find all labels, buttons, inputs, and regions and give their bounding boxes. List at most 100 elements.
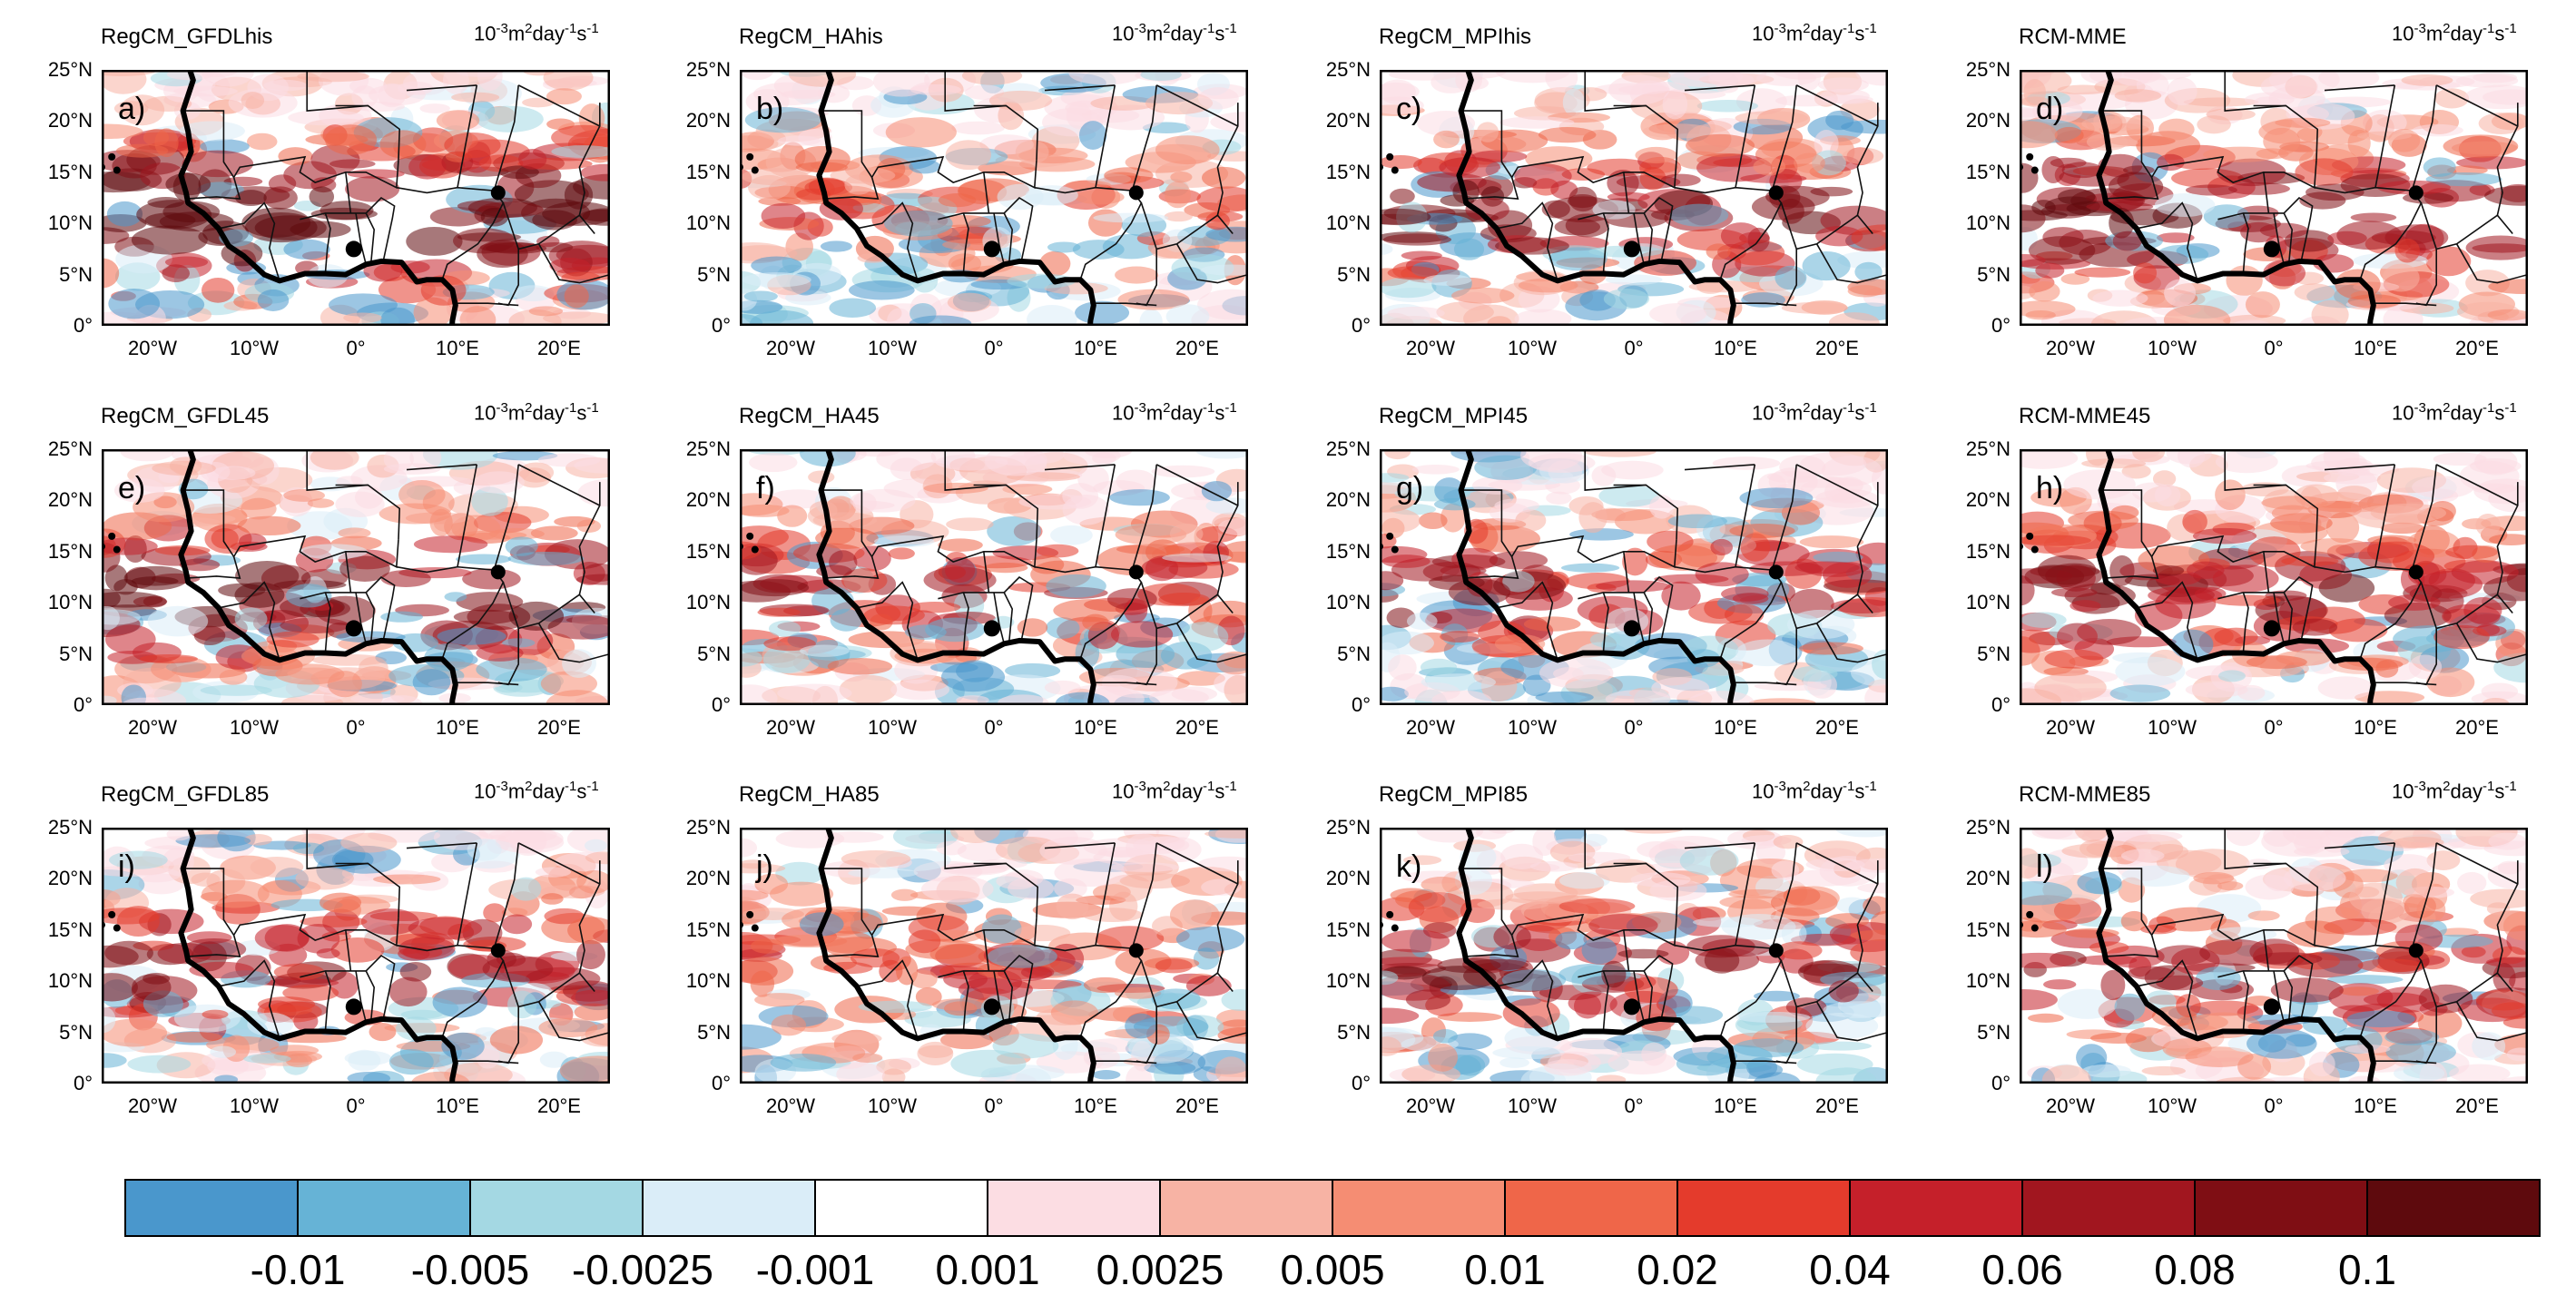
- field-blob: [432, 986, 488, 1018]
- country-border: [345, 929, 352, 971]
- field-blob: [1214, 1056, 1248, 1084]
- lat-tick-label: 15°N: [47, 917, 93, 941]
- country-border: [396, 565, 505, 660]
- island-marker: [2026, 532, 2034, 540]
- unit-part-e4: -1: [1864, 779, 1877, 794]
- country-border: [1044, 464, 1116, 471]
- field-blob: [1819, 88, 1870, 104]
- field-blob: [1802, 250, 1851, 281]
- field-blob: [501, 908, 528, 917]
- lat-tick-label: 25°N: [1325, 58, 1371, 81]
- field-blob: [422, 449, 498, 470]
- field-blob: [538, 1017, 598, 1038]
- field-blob: [1568, 991, 1617, 1016]
- field-blob: [173, 85, 238, 97]
- country-border: [1633, 970, 1645, 1023]
- unit-part-s: s: [1214, 401, 1225, 425]
- field-blob: [2502, 911, 2528, 941]
- country-border: [821, 868, 873, 936]
- unit-part-e1: -3: [1134, 779, 1146, 794]
- field-blob: [1500, 843, 1543, 869]
- field-blob: [380, 611, 423, 623]
- field-blob: [1380, 508, 1421, 533]
- lon-tick-label: 0°: [984, 1094, 1004, 1117]
- country-border: [2420, 202, 2513, 250]
- country-border: [1095, 464, 1116, 567]
- field-blob: [1204, 829, 1248, 839]
- island-marker: [1386, 910, 1394, 918]
- country-border: [1730, 682, 1797, 686]
- field-blob: [1380, 277, 1437, 299]
- lon-tick-label: 20°E: [1175, 337, 1219, 359]
- field-blob: [2057, 189, 2096, 205]
- country-border: [856, 201, 919, 281]
- country-border: [1510, 155, 1677, 189]
- field-blob: [1451, 287, 1515, 304]
- field-blob: [2394, 924, 2443, 953]
- field-blob: [436, 110, 480, 132]
- country-border: [1155, 84, 1239, 127]
- lat-tick-label: 15°N: [47, 160, 93, 183]
- country-border: [355, 592, 367, 644]
- unit-part-m: m: [2425, 22, 2443, 45]
- country-border: [232, 155, 399, 189]
- country-border: [185, 177, 241, 200]
- lat-tick-label: 15°N: [1325, 917, 1371, 941]
- field-blob: [380, 570, 431, 588]
- field-blob: [1431, 71, 1471, 93]
- field-blob: [166, 828, 192, 841]
- country-border: [1623, 551, 1630, 593]
- country-border: [2136, 959, 2198, 1039]
- field-blob: [200, 139, 250, 154]
- field-blob: [505, 536, 538, 556]
- field-blob: [742, 272, 811, 288]
- field-blob: [270, 1045, 320, 1056]
- field-blob: [2141, 1065, 2187, 1076]
- country-border: [983, 172, 990, 213]
- field-blob: [2061, 162, 2103, 179]
- field-blob: [876, 449, 937, 472]
- country-border: [1463, 556, 1519, 579]
- field-blob: [947, 292, 992, 312]
- field-blob: [1216, 651, 1248, 675]
- field-blob: [237, 515, 301, 536]
- field-blob: [1382, 233, 1452, 246]
- field-blob: [2020, 254, 2046, 268]
- field-blob: [1092, 1070, 1121, 1080]
- field-blob: [1380, 571, 1404, 591]
- field-blob: [328, 293, 398, 317]
- field-blob: [1847, 285, 1883, 298]
- field-blob: [2185, 682, 2248, 698]
- field-blob: [219, 669, 248, 685]
- field-blob: [1814, 130, 1839, 158]
- field-blob: [1773, 835, 1804, 849]
- country-border: [345, 551, 352, 593]
- field-blob: [1178, 622, 1229, 652]
- field-blob: [1850, 939, 1888, 966]
- unit-part-e2: 2: [525, 400, 533, 416]
- country-border: [1131, 842, 1157, 949]
- field-blob: [1110, 621, 1174, 648]
- country-border: [365, 592, 376, 643]
- lon-tick-label: 10°W: [867, 1094, 918, 1117]
- lat-tick-label: 5°N: [1977, 1020, 2011, 1044]
- field-blob: [243, 1054, 291, 1064]
- field-blob: [1196, 186, 1248, 212]
- country-border: [1460, 868, 1513, 936]
- field-blob: [297, 71, 369, 83]
- field-blob: [1667, 70, 1744, 88]
- field-blob: [2326, 975, 2404, 985]
- field-blob: [285, 1053, 313, 1068]
- lat-tick-label: 15°N: [685, 917, 731, 941]
- field-blob: [925, 617, 986, 643]
- field-blob: [2151, 1006, 2197, 1027]
- field-blob: [2473, 72, 2518, 83]
- field-blob: [343, 312, 382, 324]
- lon-tick-label: 0°: [1624, 716, 1644, 739]
- field-blob: [2093, 111, 2123, 130]
- field-blob: [544, 908, 585, 925]
- field-blob: [1728, 888, 1788, 899]
- unit-part-e2: 2: [1803, 400, 1811, 416]
- unit-part-day: day: [2450, 401, 2483, 425]
- field-blob: [335, 491, 385, 517]
